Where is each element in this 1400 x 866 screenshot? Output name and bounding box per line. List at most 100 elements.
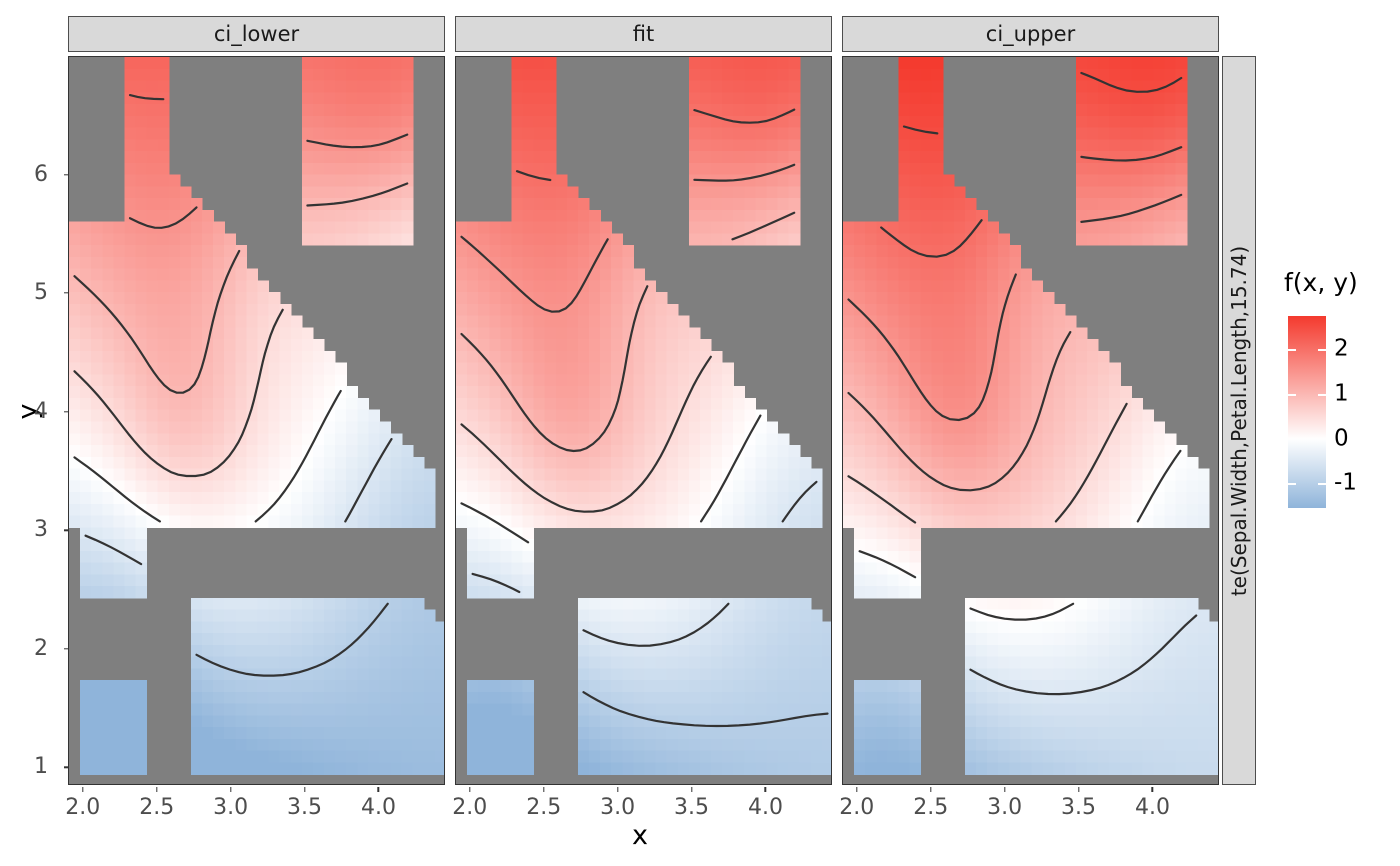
facet-strip-ci-upper: ci_upper xyxy=(842,16,1219,52)
contour-line xyxy=(582,691,829,728)
contour-line xyxy=(128,94,165,101)
contour-lines xyxy=(847,71,1198,696)
x-tick-label: 2.0 xyxy=(839,795,875,820)
facet-strip-row: te(Sepal.Width,Petal.Length,15.74) xyxy=(1222,56,1256,785)
heatmap-surface xyxy=(843,57,1218,775)
contour-line xyxy=(693,163,796,182)
x-tick-mark xyxy=(377,787,380,792)
y-tick-label: 4 xyxy=(34,398,48,424)
contour-line xyxy=(471,572,521,594)
contour-line xyxy=(693,108,796,124)
y-tick-mark xyxy=(64,529,69,531)
contour-line xyxy=(969,602,1075,621)
legend-tick-label: 0 xyxy=(1334,425,1349,452)
facet-strip-fit: fit xyxy=(455,16,832,52)
contour-line xyxy=(84,534,143,566)
contour-line xyxy=(847,331,1072,492)
legend-title: f(x, y) xyxy=(1284,268,1358,297)
contour-line xyxy=(306,182,409,207)
x-axis-title: x xyxy=(632,820,648,851)
contour-line xyxy=(858,550,917,579)
y-tick-label: 3 xyxy=(34,517,48,543)
contour-line xyxy=(847,475,917,524)
y-tick-mark xyxy=(64,410,69,413)
contour-line xyxy=(1054,402,1128,523)
x-tick-mark xyxy=(930,787,932,792)
x-tick-mark xyxy=(1003,787,1006,792)
contour-line xyxy=(195,602,389,677)
contour-line xyxy=(460,502,530,544)
legend-tick-label: -1 xyxy=(1334,469,1357,496)
x-tick-label: 3.5 xyxy=(1061,795,1097,820)
x-tick-label: 2.0 xyxy=(452,795,488,820)
x-tick-label: 4.0 xyxy=(1134,795,1170,820)
x-tick-mark xyxy=(82,787,84,792)
x-tick-label: 3.0 xyxy=(213,795,249,820)
contour-line xyxy=(73,308,284,478)
legend-tick-label: 1 xyxy=(1334,380,1349,407)
contour-line xyxy=(515,170,552,182)
y-tick-mark xyxy=(64,173,69,176)
x-tick-mark xyxy=(764,787,767,792)
y-tick-label: 6 xyxy=(34,161,48,187)
legend-tick xyxy=(1288,349,1296,352)
y-tick-label: 5 xyxy=(34,280,48,306)
contour-line xyxy=(969,614,1198,696)
x-tick-mark xyxy=(856,787,858,792)
contour-line xyxy=(344,438,393,523)
x-tick-label: 2.5 xyxy=(526,795,562,820)
x-tick-mark xyxy=(303,787,306,792)
legend-tick xyxy=(1318,394,1326,397)
x-tick-mark xyxy=(156,787,158,792)
legend-tick xyxy=(1318,349,1326,352)
contour-line xyxy=(254,389,342,523)
x-tick-label: 2.0 xyxy=(65,795,101,820)
legend: f(x, y) 2 1 0 -1 xyxy=(1262,270,1400,570)
legend-tick xyxy=(1288,394,1296,397)
contour-line xyxy=(1080,193,1183,223)
contour-line xyxy=(460,235,609,313)
contour-line xyxy=(128,206,198,229)
contour-line xyxy=(582,602,730,647)
contour-line xyxy=(781,480,818,523)
contour-line xyxy=(73,249,241,394)
x-tick-mark xyxy=(229,787,232,792)
facet-panel-ci-upper xyxy=(842,56,1219,785)
contour-line xyxy=(460,285,649,453)
x-tick-label: 2.5 xyxy=(139,795,175,820)
x-tick-label: 4.0 xyxy=(747,795,783,820)
y-tick-mark xyxy=(64,647,69,650)
facet-strip-label: ci_lower xyxy=(213,22,300,46)
y-tick-mark xyxy=(64,292,69,294)
x-tick-label: 4.0 xyxy=(360,795,396,820)
legend-tick xyxy=(1288,483,1296,486)
x-axis-ticks: 2.0 2.5 3.0 3.5 4.0 xyxy=(65,787,445,833)
x-tick-label: 3.5 xyxy=(674,795,710,820)
x-tick-mark xyxy=(543,787,545,792)
x-tick-label: 3.0 xyxy=(600,795,636,820)
x-tick-mark xyxy=(690,787,693,792)
heatmap-surface xyxy=(69,57,444,775)
contour-line xyxy=(880,219,983,258)
legend-tick xyxy=(1318,483,1326,486)
x-tick-label: 3.5 xyxy=(287,795,323,820)
y-axis: 1 2 3 4 5 6 xyxy=(0,0,69,866)
contour-line xyxy=(847,273,1017,422)
legend-colorbar xyxy=(1288,316,1326,508)
facet-panel-fit xyxy=(455,56,832,785)
x-tick-mark xyxy=(616,787,619,792)
contour-line xyxy=(1080,71,1183,93)
facet-panel-ci-lower xyxy=(68,56,445,785)
contour-line xyxy=(902,125,939,135)
facet-strip-ci-lower: ci_lower xyxy=(68,16,445,52)
x-axis-ticks: 2.0 2.5 3.0 3.5 4.0 xyxy=(452,787,832,833)
y-tick-mark xyxy=(64,766,69,768)
facet-strip-label: fit xyxy=(632,22,655,46)
contour-line xyxy=(1080,146,1183,162)
x-tick-mark xyxy=(469,787,471,792)
contour-line xyxy=(1136,449,1182,523)
legend-tickmarks xyxy=(1288,316,1326,508)
x-tick-mark xyxy=(1077,787,1080,792)
heatmap-surface xyxy=(456,57,831,775)
